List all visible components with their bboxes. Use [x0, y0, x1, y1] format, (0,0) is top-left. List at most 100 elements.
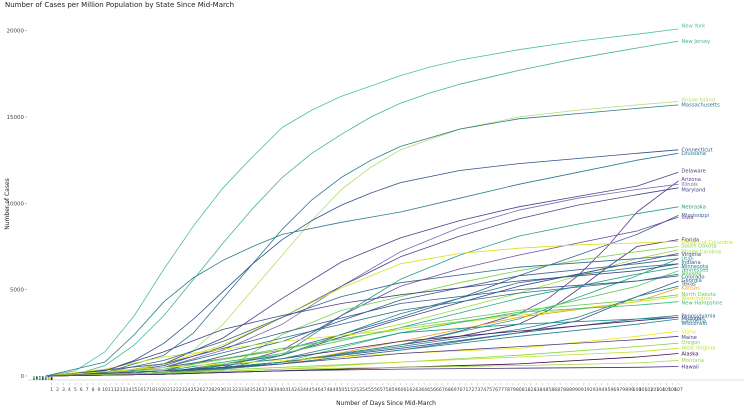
x-tick-label: 74: [480, 387, 486, 393]
x-tick-label: 60: [398, 387, 404, 393]
series-end-label: Iowa: [681, 215, 693, 221]
x-tick-label: 47: [321, 387, 327, 393]
x-tick-label: 31: [226, 387, 232, 393]
x-tick-label: 20: [161, 387, 167, 393]
x-tick-label: 35: [250, 387, 256, 393]
x-tick-label: 8: [92, 387, 95, 393]
x-tick-label: 72: [469, 387, 475, 393]
series-line: [45, 216, 679, 377]
x-tick-label: 105: [662, 387, 671, 393]
x-tick-label: 42: [291, 387, 297, 393]
series-end-label: Rhode Carolina: [681, 249, 721, 255]
series-start-marker: [33, 378, 35, 380]
series-line: [45, 254, 679, 377]
x-tick-label: 59: [392, 387, 398, 393]
x-tick-label: 52: [350, 387, 356, 393]
x-tick-label: 107: [674, 387, 683, 393]
x-tick-label: 54: [362, 387, 368, 393]
series-end-label: Pennsylvania: [681, 313, 715, 319]
x-tick-label: 32: [232, 387, 238, 393]
series-end-label: Texas: [680, 281, 696, 287]
x-tick-label: 39: [273, 387, 279, 393]
x-tick-label: 33: [238, 387, 244, 393]
series-line: [45, 263, 679, 377]
series-line: [45, 296, 679, 377]
x-tick-label: 63: [415, 387, 421, 393]
x-tick-label: 6: [80, 387, 83, 393]
x-tick-label: 89: [569, 387, 575, 393]
x-tick-label: 99: [628, 387, 634, 393]
x-tick-label: 98: [622, 387, 628, 393]
x-tick-label: 68: [445, 387, 451, 393]
x-tick-label: 45: [309, 387, 315, 393]
x-tick-label: 69: [451, 387, 457, 393]
x-tick-label: 79: [510, 387, 516, 393]
x-tick-label: 66: [433, 387, 439, 393]
x-tick-label: 51: [344, 387, 350, 393]
x-tick-label: 80: [516, 387, 522, 393]
x-tick-label: 18: [149, 387, 155, 393]
x-tick-label: 76: [492, 387, 498, 393]
y-axis-ticks: 0 5000 10000 15000 20000: [7, 29, 27, 380]
x-tick-label: 1: [50, 387, 53, 393]
x-tick-label: 55: [368, 387, 374, 393]
series-end-label: Tennessee: [680, 268, 708, 274]
series-end-label: Maine: [681, 335, 697, 341]
series-end-label: Mississippi: [681, 213, 709, 219]
x-tick-label: 95: [605, 387, 611, 393]
x-tick-label: 5: [74, 387, 77, 393]
x-tick-label: 101: [639, 387, 648, 393]
x-tick-label: 91: [581, 387, 587, 393]
y-tick-label: 10000: [7, 201, 25, 207]
series-end-label: Florida: [681, 237, 699, 243]
series-end-label: Idaho: [681, 330, 695, 336]
series-end-label: Hawaii: [681, 364, 698, 370]
series-end-label: Indiana: [681, 260, 700, 266]
x-tick-label: 48: [327, 387, 333, 393]
x-tick-label: 38: [268, 387, 274, 393]
y-tick-label: 5000: [10, 288, 24, 294]
x-tick-label: 16: [137, 387, 143, 393]
x-tick-label: 27: [202, 387, 208, 393]
x-tick-label: 28: [208, 387, 214, 393]
x-tick-label: 22: [173, 387, 179, 393]
x-tick-label: 46: [315, 387, 321, 393]
series-end-label: North Dakota: [681, 292, 716, 298]
series-end-label: Georgia: [681, 278, 701, 284]
x-tick-label: 67: [439, 387, 445, 393]
x-tick-label: 90: [575, 387, 581, 393]
series-start-marker: [35, 377, 38, 379]
x-tick-label: 106: [668, 387, 677, 393]
x-tick-label: 92: [587, 387, 593, 393]
series-end-label: Nebraska: [681, 205, 705, 211]
x-tick-label: 53: [356, 387, 362, 393]
series-start-marker: [50, 378, 53, 380]
x-tick-label: 49: [333, 387, 339, 393]
x-tick-label: 19: [155, 387, 161, 393]
x-tick-label: 102: [644, 387, 653, 393]
series-line: [45, 183, 679, 377]
x-tick-label: 86: [551, 387, 557, 393]
series-line: [45, 275, 679, 377]
x-tick-label: 21: [167, 387, 173, 393]
series-end-label: Delaware: [681, 168, 705, 174]
x-tick-label: 14: [126, 387, 132, 393]
x-tick-label: 34: [244, 387, 250, 393]
x-tick-label: 103: [650, 387, 659, 393]
x-tick-label: 12: [114, 387, 120, 393]
x-tick-label: 24: [185, 387, 191, 393]
x-tick-label: 2: [56, 387, 59, 393]
series-end-label: Michigan: [681, 316, 704, 322]
x-tick-label: 17: [143, 387, 149, 393]
series-line: [45, 287, 679, 377]
series-line: [45, 253, 679, 377]
series-line: [45, 101, 679, 377]
x-tick-label: 23: [179, 387, 185, 393]
series-start-marker: [33, 376, 35, 378]
x-tick-label: 65: [427, 387, 433, 393]
x-tick-label: 88: [563, 387, 569, 393]
series-end-label: Montana: [681, 358, 704, 364]
series-lines: [45, 28, 679, 377]
x-tick-label: 73: [474, 387, 480, 393]
